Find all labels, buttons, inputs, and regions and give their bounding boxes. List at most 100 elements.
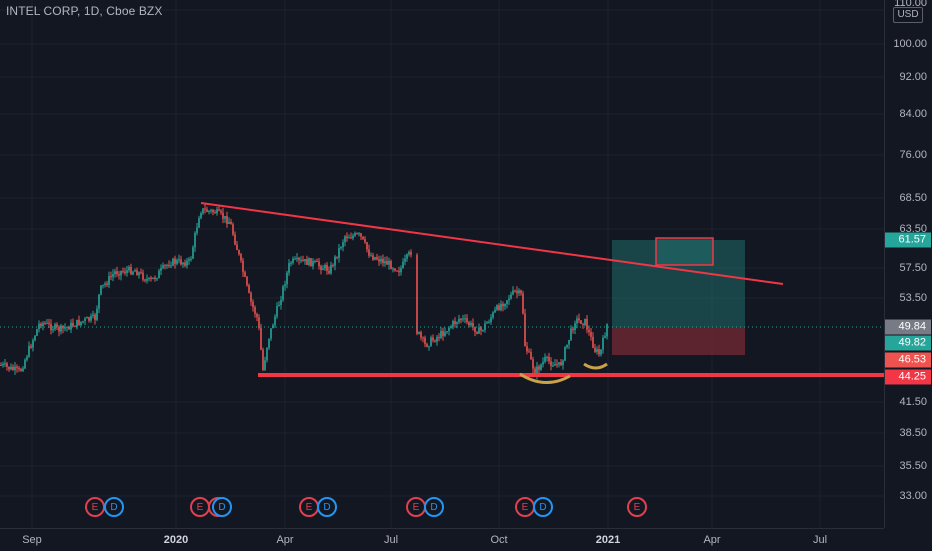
candle-body bbox=[140, 272, 142, 274]
candle-body bbox=[462, 318, 464, 320]
candle-body bbox=[344, 236, 346, 243]
candle-body bbox=[298, 258, 300, 260]
candle-body bbox=[290, 262, 292, 264]
candle-body bbox=[144, 279, 146, 281]
candle-body bbox=[294, 258, 296, 260]
candle-body bbox=[606, 324, 608, 337]
candle-body bbox=[196, 227, 198, 234]
earnings-event-icon[interactable]: E bbox=[190, 497, 210, 517]
dividend-event-icon[interactable]: D bbox=[424, 497, 444, 517]
candle-body bbox=[224, 216, 226, 219]
dividend-event-icon[interactable]: D bbox=[533, 497, 553, 517]
target-box[interactable] bbox=[655, 237, 714, 266]
candle-body bbox=[76, 319, 78, 327]
price-axis[interactable]: 110.00 100.00 92.00 84.00 76.00 68.50 63… bbox=[884, 0, 932, 528]
currency-button[interactable]: USD bbox=[893, 7, 923, 23]
price-label-support: 44.25 bbox=[885, 369, 931, 385]
candle-body bbox=[204, 208, 206, 210]
candle-body bbox=[164, 265, 166, 267]
cup-arc-right[interactable] bbox=[583, 362, 608, 370]
candle-body bbox=[342, 242, 344, 248]
candle-body bbox=[176, 260, 178, 264]
candle-body bbox=[136, 270, 138, 276]
earnings-event-icon[interactable]: E bbox=[627, 497, 647, 517]
candle-body bbox=[60, 325, 62, 332]
candle-body bbox=[590, 332, 592, 337]
candle-body bbox=[426, 343, 428, 347]
price-tick: 35.50 bbox=[899, 460, 927, 472]
candle-body bbox=[582, 323, 584, 326]
candle-body bbox=[68, 326, 70, 330]
candle-body bbox=[568, 339, 570, 345]
time-tick: 2020 bbox=[163, 534, 189, 546]
candle-body bbox=[500, 303, 502, 311]
candle-body bbox=[488, 321, 490, 323]
earnings-event-icon[interactable]: E bbox=[406, 497, 426, 517]
candle-body bbox=[134, 270, 136, 272]
candle-body bbox=[198, 218, 200, 228]
candle-body bbox=[206, 209, 208, 212]
candle-body bbox=[576, 318, 578, 324]
price-tick: 53.50 bbox=[899, 292, 927, 304]
earnings-event-icon[interactable]: E bbox=[85, 497, 105, 517]
candle-body bbox=[130, 267, 132, 275]
candle-body bbox=[150, 277, 152, 280]
candle-body bbox=[482, 329, 484, 331]
candle-body bbox=[28, 346, 30, 357]
candle-body bbox=[522, 293, 524, 314]
candle-body bbox=[138, 272, 140, 276]
candle-body bbox=[184, 262, 186, 266]
cup-arc-left[interactable] bbox=[519, 372, 571, 384]
candle-body bbox=[330, 265, 332, 274]
candle-body bbox=[382, 258, 384, 264]
candle-body bbox=[156, 278, 158, 280]
candle-body bbox=[570, 328, 572, 340]
candle-body bbox=[124, 271, 126, 274]
candle-body bbox=[48, 322, 50, 324]
price-chart-svg[interactable] bbox=[0, 0, 884, 528]
loss-zone[interactable] bbox=[612, 327, 745, 355]
candle-body bbox=[158, 270, 160, 279]
candle-body bbox=[334, 256, 336, 266]
time-axis[interactable]: Sep 2020 Apr Jul Oct 2021 Apr Jul bbox=[0, 528, 884, 551]
price-tick: 63.50 bbox=[899, 223, 927, 235]
time-tick: Apr bbox=[276, 534, 294, 546]
candle-body bbox=[596, 349, 598, 352]
candle-body bbox=[540, 364, 542, 370]
price-label-current: 49.84 bbox=[885, 319, 931, 335]
earnings-event-icon[interactable]: E bbox=[299, 497, 319, 517]
dividend-event-icon[interactable]: D bbox=[104, 497, 124, 517]
candle-body bbox=[190, 258, 192, 260]
dividend-event-icon[interactable]: D bbox=[212, 497, 232, 517]
candle-body bbox=[328, 270, 330, 274]
candle-body bbox=[80, 321, 82, 326]
earnings-event-icon[interactable]: E bbox=[515, 497, 535, 517]
candle-body bbox=[14, 366, 16, 371]
candle-body bbox=[424, 337, 426, 344]
candle-body bbox=[370, 255, 372, 257]
chart-title: INTEL CORP, 1D, Cboe BZX bbox=[6, 4, 163, 18]
candle-body bbox=[236, 244, 238, 251]
dividend-event-icon[interactable]: D bbox=[317, 497, 337, 517]
candle-body bbox=[368, 249, 370, 256]
candle-body bbox=[208, 210, 210, 212]
candle-body bbox=[436, 337, 438, 342]
candle-body bbox=[434, 340, 436, 342]
candle-body bbox=[172, 258, 174, 266]
candle-body bbox=[468, 322, 470, 326]
chart-pane[interactable]: INTEL CORP, 1D, Cboe BZX E D E E D D E D… bbox=[0, 0, 884, 528]
candle-body bbox=[410, 251, 412, 255]
descending-trendline[interactable] bbox=[200, 202, 784, 285]
candle-body bbox=[396, 270, 398, 272]
candle-body bbox=[566, 344, 568, 348]
candle-body bbox=[312, 261, 314, 267]
candle-body bbox=[274, 316, 276, 326]
candle-body bbox=[154, 277, 156, 279]
candle-body bbox=[284, 284, 286, 287]
candle-body bbox=[390, 260, 392, 270]
candle-body bbox=[514, 290, 516, 292]
candle-body bbox=[188, 258, 190, 261]
candle-body bbox=[0, 365, 2, 366]
candle-body bbox=[386, 261, 388, 265]
candle-body bbox=[32, 340, 34, 348]
